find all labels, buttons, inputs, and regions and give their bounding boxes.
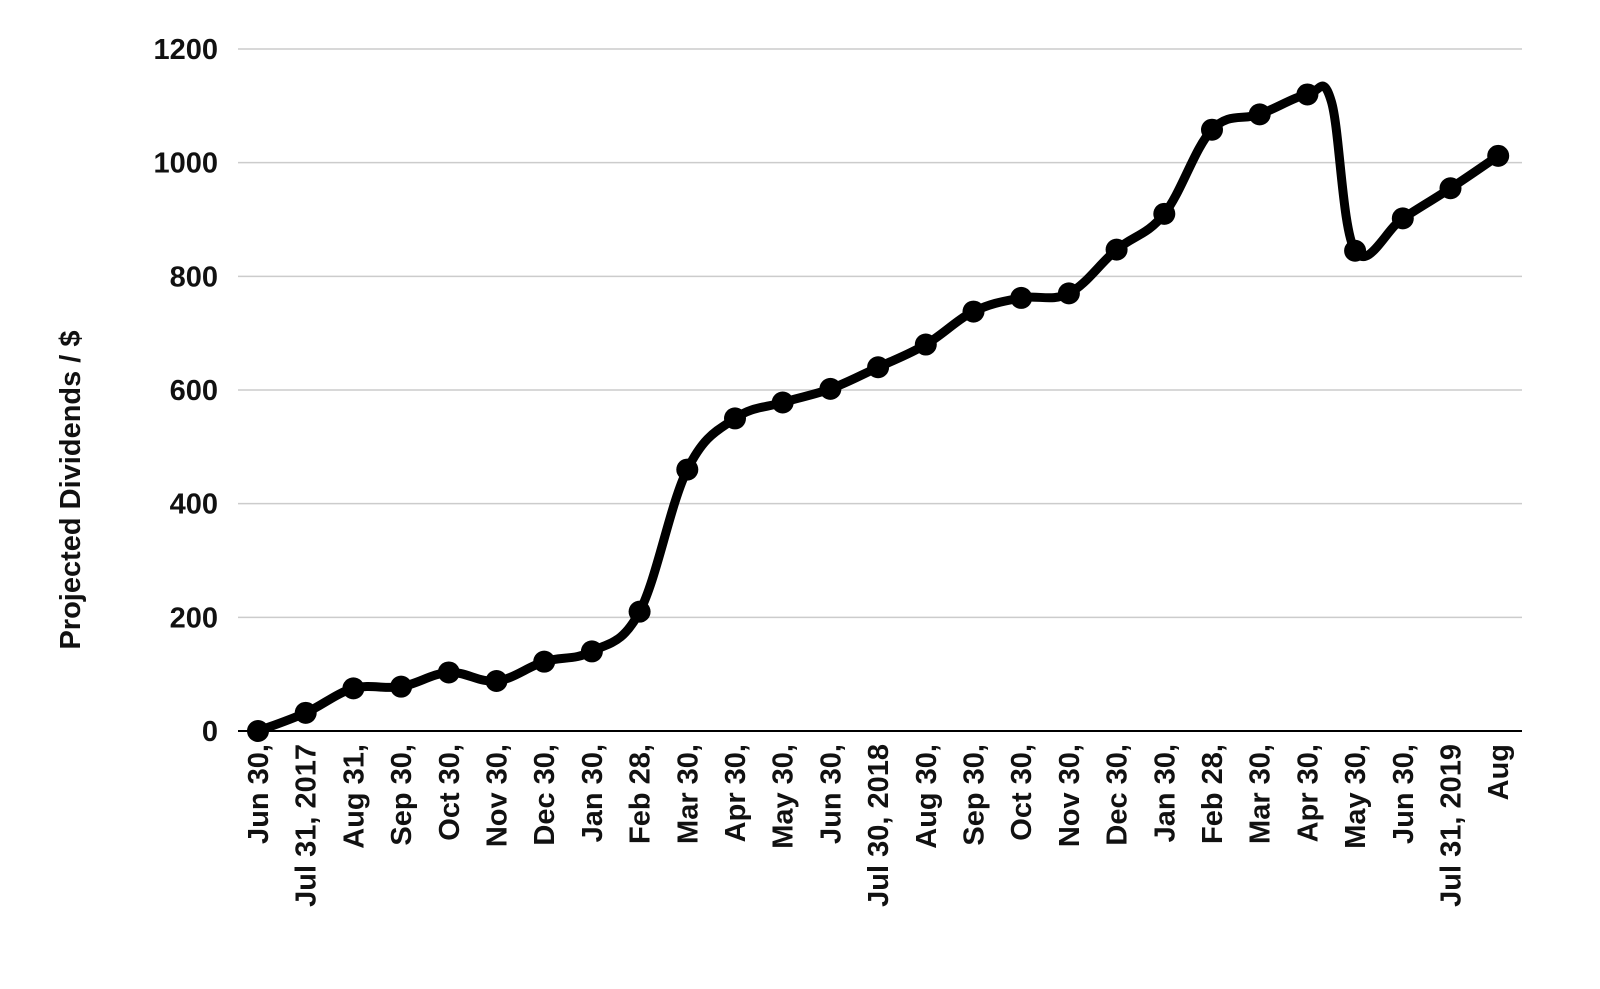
x-tick-label: Apr 30, (1292, 744, 1324, 842)
data-point (819, 377, 842, 400)
x-tick-label: Nov 30, (482, 744, 514, 847)
x-tick-label: Oct 30, (434, 744, 466, 841)
data-point (294, 701, 317, 724)
data-point (724, 407, 746, 430)
x-tick-label: Jul 30, 2018 (863, 744, 895, 907)
data-point (1248, 103, 1271, 126)
x-tick-label: Jul 31, 2017 (291, 744, 323, 907)
x-tick-label: Jun 30, (815, 744, 847, 844)
x-tick-label: Mar 30, (672, 744, 704, 844)
y-tick-label: 600 (170, 375, 218, 407)
x-tick-label: Jun 30, (1388, 744, 1420, 844)
data-point (1439, 177, 1462, 200)
data-point (962, 300, 985, 323)
x-tick-label: Aug (1483, 744, 1515, 800)
data-point (1201, 118, 1223, 141)
x-tick-label: Jan 30, (577, 744, 609, 842)
data-point (1105, 238, 1128, 261)
x-tick-label: Jan 30, (1149, 744, 1181, 842)
data-point (1391, 207, 1414, 230)
data-point (1487, 144, 1510, 167)
x-tick-label: May 30, (1340, 744, 1372, 849)
x-tick-label: Sep 30, (386, 744, 418, 846)
series-line (253, 81, 1503, 736)
y-tick-label: 200 (170, 602, 218, 634)
data-point (771, 391, 794, 414)
series-points (247, 83, 1510, 742)
data-point (342, 677, 365, 700)
x-tick-label: Jul 31, 2019 (1436, 744, 1468, 907)
y-tick-label: 1000 (153, 148, 218, 180)
data-point (1344, 239, 1367, 262)
x-tick-label: Sep 30, (959, 744, 991, 846)
x-tick-label: Aug 30, (911, 744, 943, 849)
data-point (1296, 83, 1319, 106)
data-point (390, 675, 413, 698)
y-tick-label: 0 (202, 716, 218, 748)
x-tick-label: Dec 30, (1102, 744, 1134, 846)
x-tick-label: Aug 31, (338, 744, 370, 849)
data-point (485, 669, 508, 692)
data-point (867, 356, 890, 379)
x-tick-label: Oct 30, (1006, 744, 1038, 841)
y-axis-ticks: 0 200 400 600 800 1000 1200 (153, 34, 218, 748)
data-point (1153, 202, 1176, 225)
x-tick-label: Feb 28, (1197, 744, 1229, 844)
data-point (437, 661, 460, 684)
y-axis-label: Projected Dividends / $ (55, 330, 87, 649)
data-point (914, 333, 937, 356)
y-tick-label: 800 (170, 261, 218, 293)
y-tick-label: 400 (170, 489, 218, 521)
x-tick-label: Mar 30, (1245, 744, 1277, 844)
x-tick-label: Jun 30, (243, 744, 275, 844)
data-point (1057, 282, 1080, 305)
x-tick-label: May 30, (768, 744, 800, 849)
data-point (1010, 286, 1033, 309)
data-point (533, 650, 556, 673)
x-tick-label: Nov 30, (1054, 744, 1086, 847)
x-tick-label: Feb 28, (625, 744, 657, 844)
data-point (247, 720, 269, 742)
x-tick-label: Apr 30, (720, 744, 752, 842)
data-point (628, 600, 651, 623)
y-tick-label: 1200 (153, 34, 218, 66)
x-axis-ticks: Jun 30, Jul 31, 2017 Aug 31, Sep 30, Oct 30,… (243, 744, 1515, 907)
data-point (676, 458, 699, 481)
x-tick-label: Dec 30, (529, 744, 561, 846)
gridlines (238, 48, 1522, 619)
data-point (580, 640, 603, 663)
